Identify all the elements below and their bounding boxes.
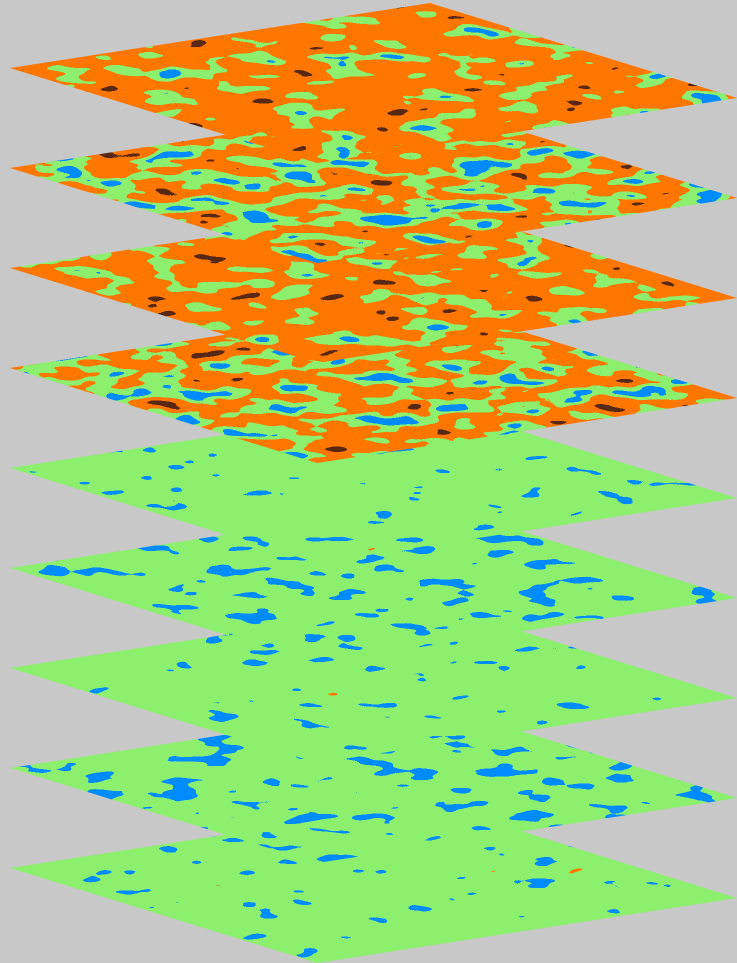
layer-stack-render bbox=[0, 0, 737, 963]
